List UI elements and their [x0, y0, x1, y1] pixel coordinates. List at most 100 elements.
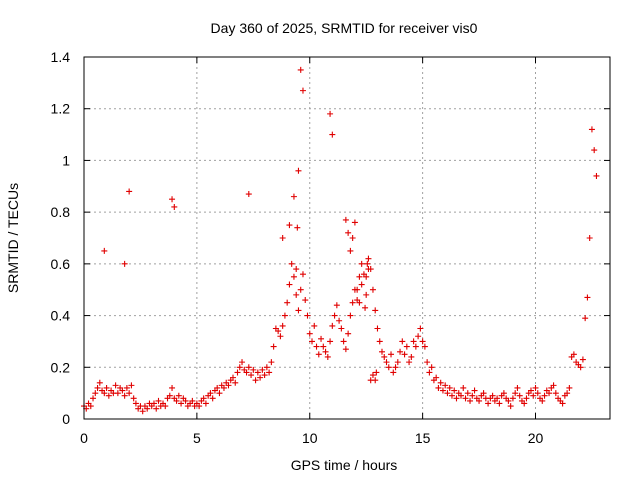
data-point: [349, 235, 356, 241]
data-point: [593, 172, 600, 179]
data-point: [385, 364, 392, 371]
data-point: [270, 343, 277, 350]
data-point: [225, 382, 232, 389]
x-tick-label: 10: [302, 430, 318, 446]
data-point: [383, 359, 390, 366]
data-point: [216, 390, 223, 397]
data-point: [178, 400, 185, 407]
data-point: [92, 390, 99, 397]
data-point: [126, 390, 133, 397]
x-tick-label: 0: [80, 430, 88, 446]
data-point: [259, 366, 266, 373]
data-point: [541, 392, 548, 399]
data-point: [286, 222, 293, 229]
data-point: [123, 384, 130, 391]
data-point: [345, 330, 352, 337]
y-tick-label: 0.8: [51, 204, 71, 220]
data-point: [552, 390, 559, 397]
data-point: [494, 395, 501, 402]
data-point: [245, 364, 252, 371]
data-point: [96, 379, 103, 386]
data-point: [234, 369, 241, 376]
data-point: [462, 395, 469, 402]
data-point: [358, 281, 365, 288]
data-point: [485, 400, 492, 407]
data-point: [306, 330, 313, 337]
data-point: [397, 348, 404, 355]
data-point: [388, 351, 395, 358]
gridlines: [84, 57, 610, 419]
data-point: [362, 304, 369, 311]
data-point: [401, 351, 408, 358]
data-point: [121, 392, 128, 399]
chart-title: Day 360 of 2025, SRMTID for receiver vis…: [211, 20, 478, 36]
data-point: [345, 229, 352, 236]
data-point: [521, 400, 528, 407]
data-point: [313, 343, 320, 350]
data-point: [128, 382, 135, 389]
data-point: [381, 353, 388, 360]
data-point: [448, 392, 455, 399]
x-tick-label: 20: [528, 430, 544, 446]
data-point: [356, 299, 363, 306]
data-point: [559, 400, 566, 407]
data-point: [586, 235, 593, 241]
data-point: [315, 351, 322, 358]
data-point: [351, 219, 358, 226]
data-point: [166, 392, 173, 399]
data-point: [446, 384, 453, 391]
data-point: [175, 392, 182, 399]
data-point: [550, 382, 557, 389]
data-point: [232, 379, 239, 386]
data-point: [577, 364, 584, 371]
data-point: [119, 387, 126, 394]
data-point: [471, 387, 478, 394]
data-point: [442, 382, 449, 389]
data-point: [342, 346, 349, 353]
data-point: [324, 353, 331, 360]
data-point: [279, 235, 286, 241]
data-point: [103, 384, 110, 391]
data-point: [90, 395, 97, 402]
data-point: [424, 359, 431, 366]
data-point: [347, 312, 354, 319]
data-point: [112, 382, 119, 389]
data-point: [87, 403, 94, 410]
data-point: [331, 312, 338, 319]
data-point: [229, 374, 236, 381]
data-point: [295, 307, 302, 314]
data-point: [480, 390, 487, 397]
data-point: [293, 266, 300, 273]
data-point: [584, 294, 591, 301]
data-point: [336, 317, 343, 324]
data-point: [297, 66, 304, 73]
data-point: [453, 395, 460, 402]
data-point: [591, 147, 598, 154]
data-point: [245, 191, 252, 198]
data-point: [428, 364, 435, 371]
data-point: [309, 338, 316, 345]
data-point: [220, 384, 227, 391]
data-point: [444, 390, 451, 397]
data-point: [329, 322, 336, 329]
data-point: [582, 315, 589, 322]
data-point: [153, 405, 160, 412]
y-axis-label: SRMTID / TECUs: [5, 183, 21, 293]
y-tick-label: 0.2: [51, 359, 71, 375]
data-point: [261, 372, 268, 379]
data-point: [512, 390, 519, 397]
data-point: [252, 377, 259, 384]
data-point: [94, 384, 101, 391]
data-point: [369, 372, 376, 379]
data-point: [169, 384, 176, 391]
data-point: [333, 302, 340, 309]
data-point: [464, 390, 471, 397]
data-point: [250, 366, 257, 373]
data-point: [570, 351, 577, 358]
x-tick-label: 15: [415, 430, 431, 446]
data-point: [354, 286, 361, 293]
data-point: [290, 193, 297, 200]
data-point: [171, 203, 178, 210]
data-point: [130, 395, 137, 402]
